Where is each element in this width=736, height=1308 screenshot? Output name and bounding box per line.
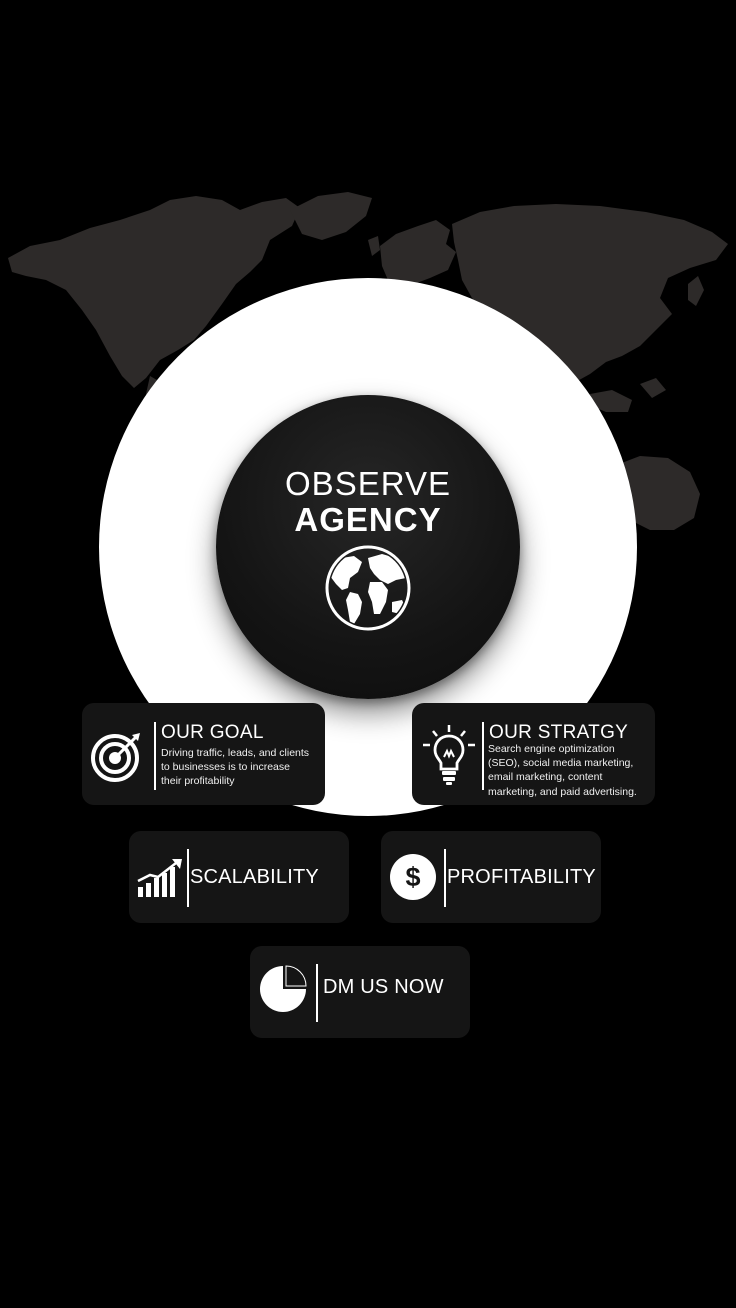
goal-title: OUR GOAL <box>161 722 264 743</box>
dm-us-now-button[interactable]: DM US NOW <box>250 946 470 1038</box>
lightbulb-icon <box>423 725 475 785</box>
dollar-coin-icon: $ <box>390 854 436 900</box>
scalability-label: SCALABILITY <box>190 866 319 888</box>
goal-description: Driving traffic, leads, and clients to b… <box>161 747 310 788</box>
dollar-symbol: $ <box>405 862 420 892</box>
brand-name-line-2: AGENCY <box>294 501 442 538</box>
pie-chart-icon <box>260 965 307 1012</box>
brand-name-line-1: OBSERVE <box>285 465 451 502</box>
cta-divider <box>316 964 318 1022</box>
globe-icon <box>325 545 411 631</box>
cta-label: DM US NOW <box>323 976 444 998</box>
profitability-label: PROFITABILITY <box>447 866 596 888</box>
growth-chart-icon <box>137 859 182 897</box>
goal-card: OUR GOAL Driving traffic, leads, and cli… <box>82 703 325 805</box>
strategy-card: OUR STRATGY Search engine optimization (… <box>412 703 655 805</box>
strategy-title: OUR STRATGY <box>489 722 629 743</box>
profitability-card: $ PROFITABILITY <box>381 831 601 923</box>
target-icon <box>91 733 140 782</box>
scalability-card: SCALABILITY <box>129 831 349 923</box>
profitability-divider <box>444 849 446 907</box>
strategy-description: Search engine optimization (SEO), social… <box>488 743 637 798</box>
goal-divider <box>154 722 156 790</box>
strategy-divider <box>482 722 484 790</box>
scalability-divider <box>187 849 189 907</box>
